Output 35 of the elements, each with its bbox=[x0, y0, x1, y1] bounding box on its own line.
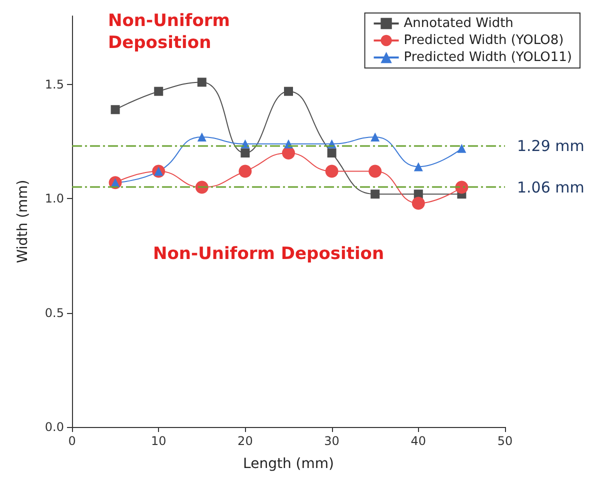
point bbox=[110, 105, 120, 114]
point bbox=[327, 148, 336, 158]
y-tick-label: 0.0 bbox=[44, 420, 64, 434]
point bbox=[197, 132, 206, 142]
point bbox=[154, 86, 164, 96]
x-tick-label: 10 bbox=[150, 434, 166, 448]
legend-label: Annotated Width bbox=[404, 16, 514, 31]
point bbox=[457, 144, 466, 153]
point bbox=[197, 78, 206, 87]
point bbox=[238, 164, 252, 178]
legend-label: Predicted Width (YOLO8) bbox=[404, 33, 564, 48]
point bbox=[370, 132, 380, 142]
y-axis-title: Width (mm) bbox=[15, 180, 31, 264]
point bbox=[370, 190, 380, 199]
x-tick-label: 30 bbox=[324, 434, 340, 448]
point bbox=[282, 146, 295, 160]
y-tick-label: 1.0 bbox=[44, 192, 64, 206]
point bbox=[412, 196, 425, 210]
ref-line-label: 1.29 mm bbox=[517, 137, 584, 156]
annotation: Non-Uniform Deposition bbox=[153, 244, 384, 264]
y-tick-label: 0.5 bbox=[44, 306, 64, 320]
point bbox=[284, 86, 293, 96]
y-tick-label: 1.5 bbox=[44, 78, 64, 92]
x-tick-label: 0 bbox=[68, 434, 76, 448]
legend-label: Predicted Width (YOLO11) bbox=[404, 50, 572, 65]
point bbox=[414, 162, 423, 172]
annotation: Non-Uniform Deposition bbox=[108, 11, 236, 53]
ref-line-label: 1.06 mm bbox=[517, 178, 584, 196]
point bbox=[325, 164, 338, 178]
x-tick-label: 50 bbox=[497, 434, 513, 448]
x-tick-label: 40 bbox=[410, 434, 426, 448]
x-tick-label: 20 bbox=[238, 434, 253, 448]
point bbox=[368, 164, 382, 178]
x-axis-title: Length (mm) bbox=[243, 456, 334, 472]
point bbox=[240, 148, 250, 158]
